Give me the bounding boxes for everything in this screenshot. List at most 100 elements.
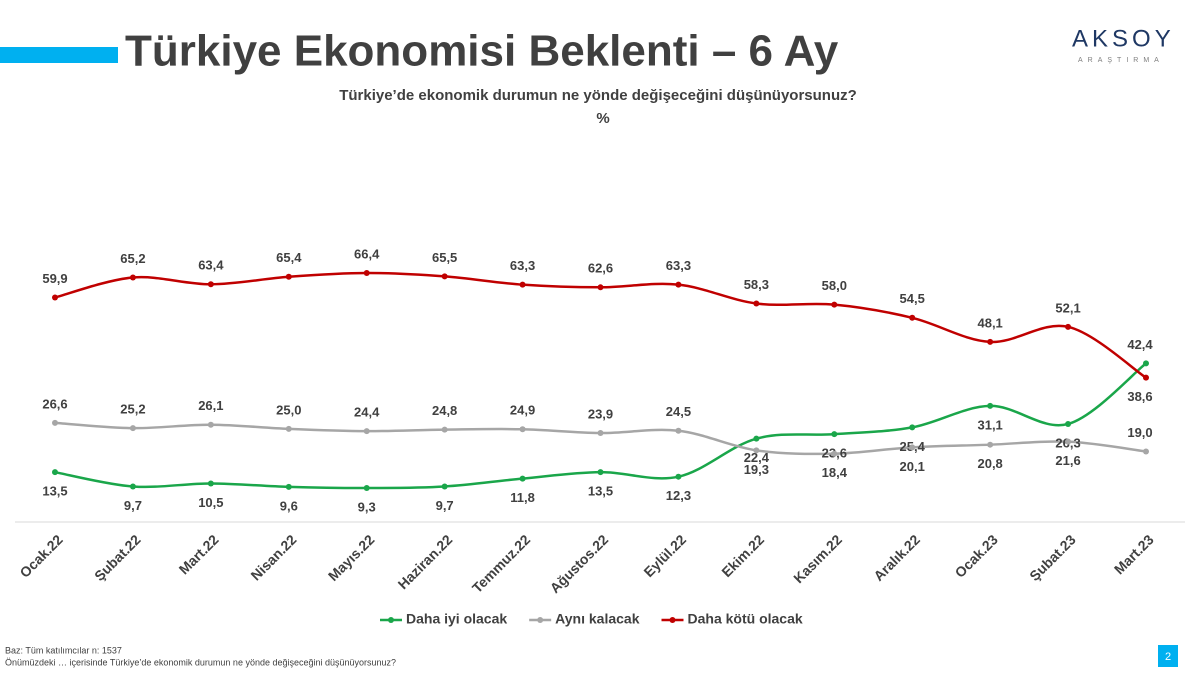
data-point [597,430,604,437]
data-point [441,426,448,433]
data-point [1143,448,1149,455]
legend-marker [388,617,394,623]
data-point [987,441,994,448]
legend-label: Daha iyi olacak [406,611,507,627]
data-label: 10,5 [198,495,223,510]
data-label: 42,4 [1127,337,1153,352]
x-tick-label: Kasım.22 [790,531,845,586]
data-point [363,484,370,491]
data-point [519,475,526,482]
series-line [54,271,1147,379]
data-label: 59,9 [42,271,67,286]
data-point [753,300,760,307]
data-label: 24,8 [432,403,457,418]
data-label: 19,0 [1127,425,1152,440]
data-point [207,421,214,428]
data-point [909,314,916,321]
data-label: 66,4 [354,246,380,261]
data-label: 9,3 [358,499,376,514]
x-tick-label: Mayıs.22 [325,531,378,584]
data-point [1143,360,1149,367]
data-label: 21,6 [1055,453,1080,468]
data-label: 13,5 [42,484,67,499]
data-point [1065,438,1072,445]
logo-name: AKSOY [1072,25,1175,52]
data-label: 20,8 [977,456,1002,471]
data-point [519,281,526,288]
x-tick-label: Ocak.22 [16,531,65,580]
data-label: 24,4 [354,405,380,420]
data-point [1143,374,1149,381]
data-label: 52,1 [1055,300,1080,315]
legend-marker [669,617,676,623]
data-label: 9,6 [280,498,298,513]
data-point [129,274,136,281]
footnote: Baz: Tüm katılımcılar n: 1537 [5,645,122,655]
data-label: 25,2 [120,402,145,417]
data-label: 58,0 [822,278,847,293]
data-label: 65,5 [432,250,457,265]
data-label: 63,3 [510,258,535,273]
x-tick-label: Ekim.22 [718,531,767,580]
data-point [675,427,682,434]
data-point [285,273,292,280]
data-point [52,294,58,301]
footnote: Önümüzdeki … içerisinde Türkiye’de ekono… [5,657,396,667]
data-label: 62,6 [588,261,613,276]
data-point [52,469,58,476]
data-label: 65,4 [276,250,302,265]
legend-label: Aynı kalacak [555,611,640,627]
data-point [831,450,838,457]
x-tick-label: Ağustos.22 [547,531,612,596]
data-point [363,270,370,277]
data-point [597,284,604,291]
data-point [285,483,292,490]
data-label: 22,4 [744,450,770,465]
data-point [285,425,292,432]
x-tick-label: Ocak.23 [952,531,1001,580]
data-label: 18,4 [822,465,848,480]
data-point [831,301,838,308]
legend-marker [537,617,544,623]
data-point [753,447,760,454]
data-point [909,444,916,451]
data-point [1065,420,1072,427]
data-point [753,435,760,442]
data-point [363,428,370,435]
data-point [987,338,994,345]
page-number: 2 [1165,651,1171,663]
data-label: 63,4 [198,258,224,273]
data-label: 24,5 [666,404,691,419]
chart-title: Türkiye Ekonomisi Beklenti – 6 Ay [125,27,839,76]
x-tick-label: Haziran.22 [395,531,456,592]
title-bar [0,47,118,63]
data-label: 12,3 [666,488,691,503]
logo-tagline: ARAŞTIRMA [1078,57,1164,64]
data-label: 19,3 [744,462,769,477]
data-point [129,425,136,432]
data-point [675,281,682,288]
chart-subtitle: Türkiye’de ekonomik durumun ne yönde değ… [339,87,857,104]
data-label: 63,3 [666,258,691,273]
data-label: 31,1 [977,417,1002,432]
x-tick-label: Nisan.22 [247,531,299,583]
data-label: 48,1 [977,315,1002,330]
data-point [519,426,526,433]
data-label: 11,8 [510,490,535,505]
data-point [441,273,448,280]
data-point [675,473,682,480]
data-label: 9,7 [436,498,454,513]
data-point [207,480,214,487]
unit-label: % [596,110,609,127]
data-point [909,424,916,431]
data-point [129,483,136,490]
data-label: 20,1 [900,459,925,474]
data-label: 26,1 [198,398,223,413]
data-label: 58,3 [744,277,769,292]
data-point [1065,323,1072,330]
page-number-box [1158,645,1178,667]
data-point [52,419,58,426]
data-point [207,281,214,288]
data-label: 65,2 [120,251,145,266]
data-label: 9,7 [124,498,142,513]
